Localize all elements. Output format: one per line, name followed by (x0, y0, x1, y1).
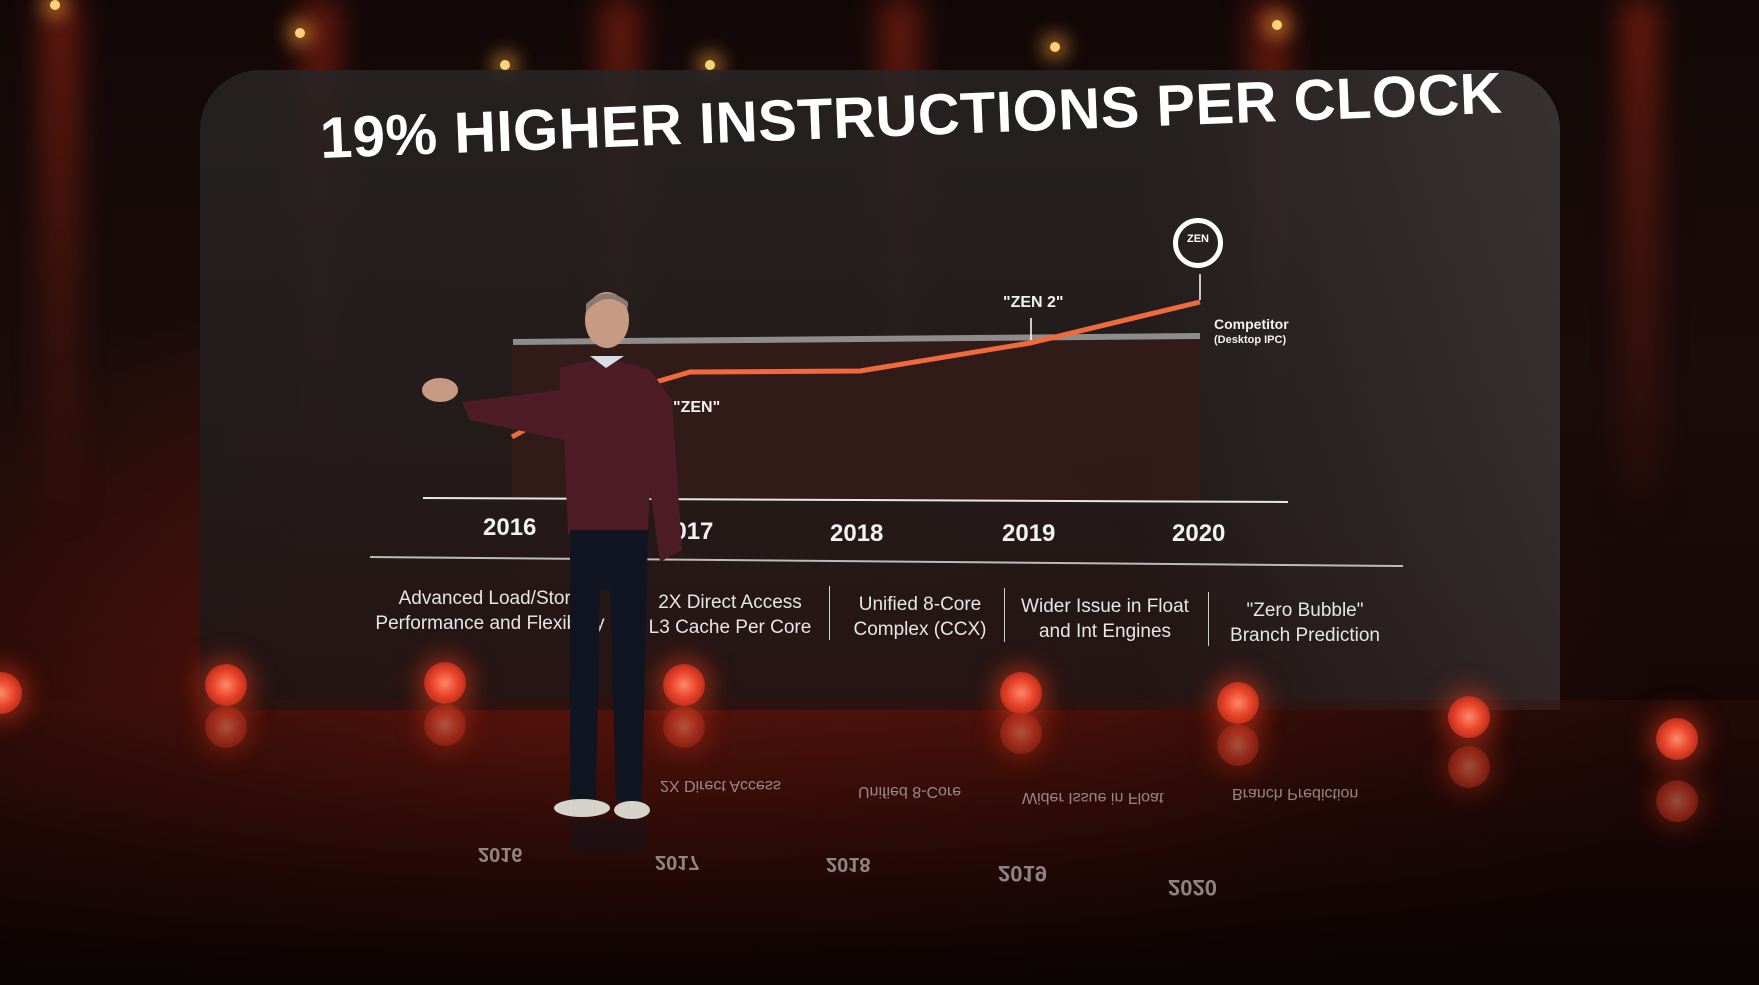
light-beam (40, 0, 80, 520)
stage-light-reflection (1656, 780, 1698, 822)
reflection-feature: Wider Issue in Float (1022, 789, 1164, 806)
stage-light-reflection (1000, 712, 1042, 754)
presenter-hand (422, 378, 458, 402)
feature-load-store: Advanced Load/Store Performance and Flex… (370, 586, 610, 636)
stage-light-reflection (1217, 724, 1259, 766)
zen3-logo-icon: ZEN (1173, 218, 1223, 268)
feature-wider-issue: Wider Issue in Float and Int Engines (1010, 594, 1200, 644)
presenter-shoe (554, 799, 610, 817)
feature-line: and Int Engines (1038, 621, 1172, 642)
stage-light-reflection (424, 704, 466, 746)
stage-light (1217, 682, 1259, 724)
year-label-2018: 2018 (830, 520, 884, 547)
feature-line: L3 Cache Per Core (648, 617, 812, 638)
competitor-sublabel: (Desktop IPC) (1214, 334, 1287, 346)
feature-branch-prediction: "Zero Bubble" Branch Prediction (1218, 598, 1392, 648)
feature-separator (1004, 588, 1005, 642)
ceiling-spotlight (705, 60, 715, 70)
year-label-2020: 2020 (1172, 520, 1226, 547)
feature-l3-cache: 2X Direct Access L3 Cache Per Core (640, 590, 820, 640)
feature-line: Branch Prediction (1230, 625, 1380, 646)
presenter-collar (590, 356, 624, 368)
ceiling-spotlight (1050, 42, 1060, 52)
feature-separator (829, 586, 830, 640)
presenter-figure (422, 292, 682, 850)
stage-light (1448, 696, 1490, 738)
zen-badge-text: ZEN (1187, 233, 1209, 245)
feature-line: 2X Direct Access (658, 592, 802, 613)
stage-light-reflection (663, 706, 705, 748)
chart-fill-area (512, 337, 1200, 500)
feature-line: "Zero Bubble" (1246, 600, 1364, 621)
competitor-label: Competitor (1214, 316, 1289, 332)
light-beam (1620, 0, 1660, 520)
zen-annotation: "ZEN" (673, 399, 721, 416)
zen2-annotation: "ZEN 2" (1003, 294, 1064, 311)
reflection-2018: 2018 (826, 853, 871, 875)
ceiling-spotlight (1272, 20, 1282, 30)
reflection-feature: Branch Prediction (1232, 785, 1359, 802)
presenter-head (585, 292, 629, 348)
reflection-feature: Unified 8-Core (858, 783, 962, 800)
feature-line: Complex (CCX) (853, 619, 987, 640)
feature-line: Advanced Load/Store (398, 588, 582, 609)
stage-light-reflection (1448, 746, 1490, 788)
reflection-2019: 2019 (998, 861, 1047, 886)
stage-light (205, 664, 247, 706)
feature-line: Wider Issue in Float (1021, 596, 1189, 617)
competitor-line (512, 333, 1201, 345)
stage-light (0, 672, 22, 714)
year-label-2019: 2019 (1002, 520, 1056, 547)
ceiling-spotlight (500, 60, 510, 70)
feature-line: Unified 8-Core (858, 594, 982, 615)
stage-light-reflection (205, 706, 247, 748)
feature-separator (1208, 592, 1209, 646)
stage-light (1656, 718, 1698, 760)
presenter-legs (570, 530, 648, 802)
feature-ccx: Unified 8-Core Complex (CCX) (838, 592, 1002, 642)
presenter-shoe (614, 801, 650, 819)
stage-light (663, 664, 705, 706)
presenter-sweater (462, 360, 682, 562)
year-label-2016: 2016 (483, 514, 537, 541)
reflection-2020: 2020 (1168, 875, 1217, 900)
reflection-2017: 2017 (655, 851, 700, 873)
ceiling-spotlight (50, 0, 60, 10)
stage-light (1000, 672, 1042, 714)
presenter-reflection (570, 820, 646, 850)
feature-line: Performance and Flexibility (375, 613, 605, 634)
ceiling-spotlight (295, 28, 305, 38)
reflective-floor (0, 700, 1759, 985)
presenter-hair (586, 293, 628, 312)
screen-glow (1140, 70, 1560, 710)
stage-light (424, 662, 466, 704)
feature-divider (369, 556, 1404, 567)
